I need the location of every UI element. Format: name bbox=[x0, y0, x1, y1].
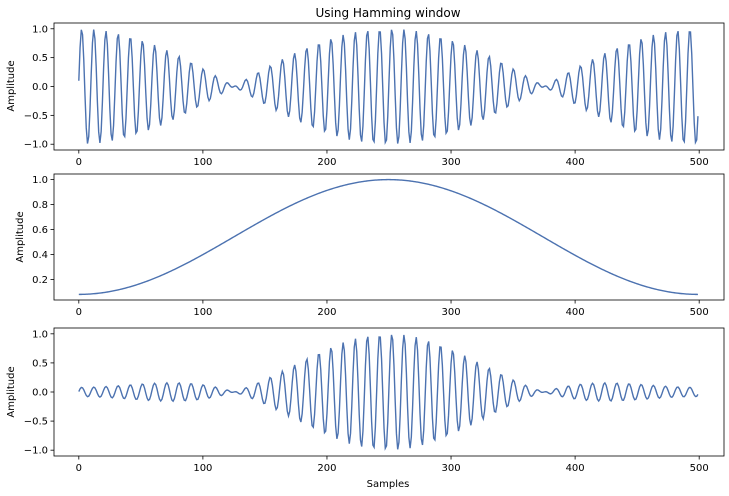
x-tick-label: 400 bbox=[566, 157, 585, 168]
panel-signal: 0 100 200 300 400 500 1.0 0.5 0.0 −0.5 −1.0 Amplit… bbox=[6, 22, 725, 168]
y-tick-label: 1.0 bbox=[32, 329, 48, 340]
x-tick-label: 500 bbox=[690, 157, 709, 168]
y-tick-label: 1.0 bbox=[32, 175, 48, 186]
x-tick-label: 200 bbox=[317, 463, 336, 474]
y-tick-label: 0.6 bbox=[32, 225, 48, 236]
x-tick-label: 0 bbox=[76, 463, 82, 474]
x-tick-label: 400 bbox=[566, 463, 585, 474]
series-line-windowed bbox=[78, 334, 699, 451]
x-tick-label: 100 bbox=[193, 463, 212, 474]
axis-ticks: 0 100 200 300 400 500 1.0 0.5 0.0 −0.5 −1.0 bbox=[24, 329, 709, 474]
y-tick-label: 0.4 bbox=[32, 250, 48, 261]
y-axis-label: Amplitude bbox=[6, 60, 17, 111]
figure-title: Using Hamming window bbox=[315, 6, 460, 20]
x-tick-label: 100 bbox=[193, 307, 212, 318]
y-axis-label: Amplitude bbox=[6, 366, 17, 417]
y-tick-label: 0.0 bbox=[32, 82, 48, 93]
panel-window: 0 100 200 300 400 500 1.0 0.8 0.6 0.4 0.2 Amplitud… bbox=[15, 173, 725, 318]
x-tick-label: 400 bbox=[566, 307, 585, 318]
x-axis-label: Samples bbox=[367, 479, 410, 490]
y-tick-label: 0.5 bbox=[32, 358, 48, 369]
y-tick-label: 0.8 bbox=[32, 200, 48, 211]
x-tick-label: 200 bbox=[317, 307, 336, 318]
x-tick-label: 500 bbox=[690, 307, 709, 318]
x-tick-label: 100 bbox=[193, 157, 212, 168]
x-tick-label: 300 bbox=[441, 463, 460, 474]
y-tick-label: 1.0 bbox=[32, 24, 48, 35]
axis-ticks: 0 100 200 300 400 500 1.0 0.8 0.6 0.4 0.2 bbox=[32, 175, 709, 318]
series-line-window bbox=[78, 178, 698, 296]
axis-ticks: 0 100 200 300 400 500 1.0 0.5 0.0 −0.5 −1.0 bbox=[24, 24, 709, 168]
y-axis-label: Amplitude bbox=[15, 211, 26, 262]
panel-windowed-signal: 0 100 200 300 400 500 1.0 0.5 0.0 −0.5 −1.0 Amplit… bbox=[6, 327, 725, 490]
y-tick-label: 0.2 bbox=[32, 275, 48, 286]
y-tick-label: −0.5 bbox=[24, 111, 48, 122]
x-tick-label: 300 bbox=[441, 307, 460, 318]
x-tick-label: 500 bbox=[690, 463, 709, 474]
y-tick-label: 0.5 bbox=[32, 53, 48, 64]
x-tick-label: 300 bbox=[441, 157, 460, 168]
y-tick-label: −1.0 bbox=[24, 446, 48, 457]
x-tick-label: 0 bbox=[76, 157, 82, 168]
y-tick-label: 0.0 bbox=[32, 388, 48, 399]
plot-frame bbox=[53, 173, 725, 301]
series-line-signal bbox=[78, 29, 699, 145]
y-tick-label: −1.0 bbox=[24, 140, 48, 151]
x-tick-label: 200 bbox=[317, 157, 336, 168]
x-tick-label: 0 bbox=[76, 307, 82, 318]
y-tick-label: −0.5 bbox=[24, 417, 48, 428]
